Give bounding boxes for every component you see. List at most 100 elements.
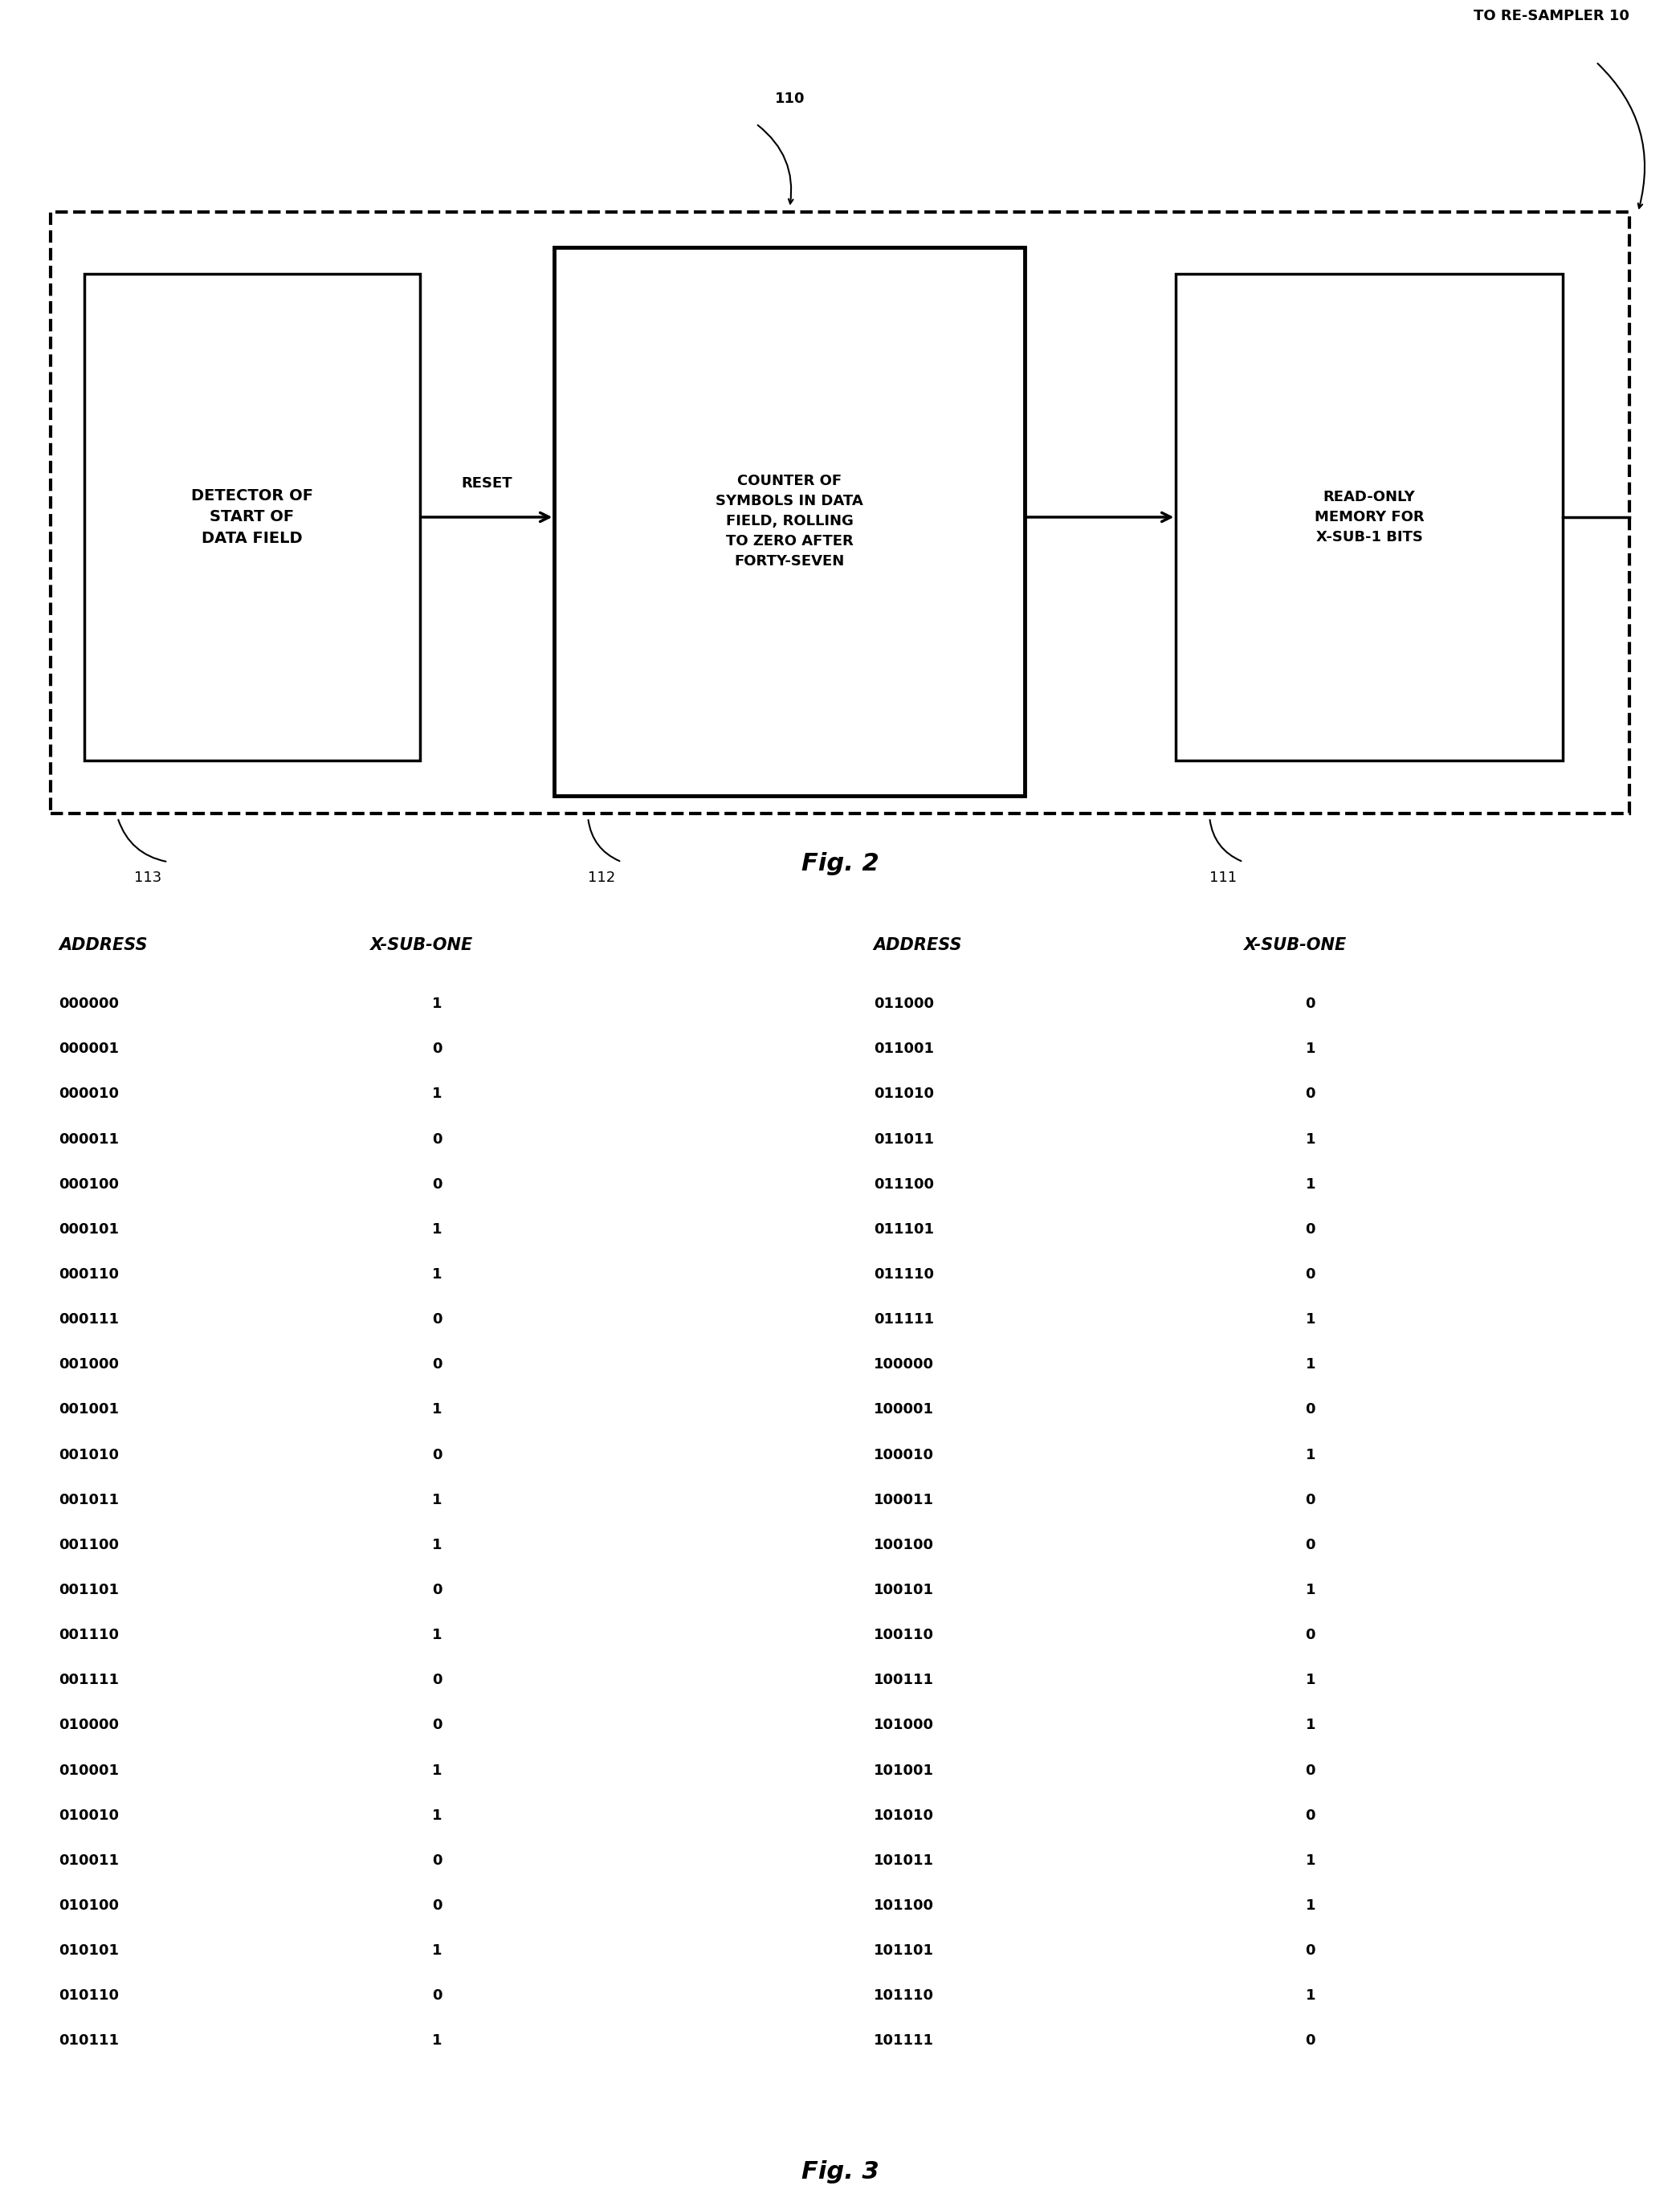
Text: 001011: 001011 xyxy=(59,1492,119,1507)
Text: 001111: 001111 xyxy=(59,1673,119,1688)
Text: 101111: 101111 xyxy=(874,2033,934,2049)
Text: 0: 0 xyxy=(1305,1538,1315,1551)
Text: 0: 0 xyxy=(1305,1087,1315,1101)
Text: 001000: 001000 xyxy=(59,1357,119,1372)
Text: 0: 0 xyxy=(432,1132,442,1147)
Text: READ-ONLY
MEMORY FOR
X-SUB-1 BITS: READ-ONLY MEMORY FOR X-SUB-1 BITS xyxy=(1314,491,1425,544)
Text: 010010: 010010 xyxy=(59,1808,119,1823)
Text: 011010: 011010 xyxy=(874,1087,934,1101)
Text: 112: 112 xyxy=(588,871,615,886)
Text: DETECTOR OF
START OF
DATA FIELD: DETECTOR OF START OF DATA FIELD xyxy=(192,488,312,546)
Text: 100010: 100010 xyxy=(874,1448,934,1463)
Text: 0: 0 xyxy=(1305,1764,1315,1777)
Text: 1: 1 xyxy=(1305,1673,1315,1688)
Text: 0: 0 xyxy=(432,1717,442,1733)
Text: 011001: 011001 xyxy=(874,1041,934,1056)
Text: 011000: 011000 xyxy=(874,997,934,1012)
Text: 011101: 011101 xyxy=(874,1222,934,1238)
Text: 111: 111 xyxy=(1210,871,1236,886)
Text: 000110: 000110 xyxy=(59,1266,119,1282)
Text: 1: 1 xyxy=(1305,1989,1315,2002)
Bar xyxy=(1176,274,1562,760)
Text: 1: 1 xyxy=(432,1629,442,1642)
Text: 1: 1 xyxy=(432,1538,442,1551)
Text: 010111: 010111 xyxy=(59,2033,119,2049)
Text: 1: 1 xyxy=(432,1764,442,1777)
Text: 0: 0 xyxy=(1305,997,1315,1012)
Text: 0: 0 xyxy=(1305,2033,1315,2049)
Text: 0: 0 xyxy=(1305,1808,1315,1823)
Text: 0: 0 xyxy=(432,1673,442,1688)
Text: 100100: 100100 xyxy=(874,1538,934,1551)
Text: TO RE-SAMPLER 10: TO RE-SAMPLER 10 xyxy=(1473,9,1630,24)
Text: X-SUB-ONE: X-SUB-ONE xyxy=(370,937,472,953)
Text: 1: 1 xyxy=(1305,1854,1315,1867)
Text: 0: 0 xyxy=(1305,1629,1315,1642)
Text: 010001: 010001 xyxy=(59,1764,119,1777)
Text: 1: 1 xyxy=(432,1492,442,1507)
Text: RESET: RESET xyxy=(462,475,512,491)
Text: 110: 110 xyxy=(774,91,805,106)
Text: ADDRESS: ADDRESS xyxy=(59,937,148,953)
Text: 010100: 010100 xyxy=(59,1898,119,1914)
Text: 001100: 001100 xyxy=(59,1538,119,1551)
Text: 001110: 001110 xyxy=(59,1629,119,1642)
Text: 1: 1 xyxy=(1305,1898,1315,1914)
Text: 011100: 011100 xyxy=(874,1178,934,1191)
Text: 100101: 100101 xyxy=(874,1582,934,1598)
Text: X-SUB-ONE: X-SUB-ONE xyxy=(1243,937,1346,953)
Text: 0: 0 xyxy=(432,1854,442,1867)
Text: 0: 0 xyxy=(432,1313,442,1326)
Text: 101011: 101011 xyxy=(874,1854,934,1867)
Text: 0: 0 xyxy=(432,1178,442,1191)
Text: 1: 1 xyxy=(1305,1132,1315,1147)
Text: 101001: 101001 xyxy=(874,1764,934,1777)
Text: 1: 1 xyxy=(1305,1041,1315,1056)
Text: 100110: 100110 xyxy=(874,1629,934,1642)
Text: 000111: 000111 xyxy=(59,1313,119,1326)
Text: 101110: 101110 xyxy=(874,1989,934,2002)
Text: 000001: 000001 xyxy=(59,1041,119,1056)
Text: 010110: 010110 xyxy=(59,1989,119,2002)
Text: 1: 1 xyxy=(432,1403,442,1417)
Text: 0: 0 xyxy=(432,1898,442,1914)
Text: 1: 1 xyxy=(432,1808,442,1823)
Text: 1: 1 xyxy=(1305,1717,1315,1733)
Text: 000000: 000000 xyxy=(59,997,119,1012)
Text: 0: 0 xyxy=(1305,1492,1315,1507)
Text: 1: 1 xyxy=(1305,1178,1315,1191)
Text: 1: 1 xyxy=(1305,1448,1315,1463)
Text: 1: 1 xyxy=(432,997,442,1012)
Bar xyxy=(84,274,420,760)
Text: 1: 1 xyxy=(432,2033,442,2049)
Text: 1: 1 xyxy=(432,1222,442,1238)
Text: 001101: 001101 xyxy=(59,1582,119,1598)
Text: 101101: 101101 xyxy=(874,1943,934,1958)
Text: 0: 0 xyxy=(1305,1403,1315,1417)
Text: 101010: 101010 xyxy=(874,1808,934,1823)
Text: 010101: 010101 xyxy=(59,1943,119,1958)
Text: 001010: 001010 xyxy=(59,1448,119,1463)
Text: COUNTER OF
SYMBOLS IN DATA
FIELD, ROLLING
TO ZERO AFTER
FORTY-SEVEN: COUNTER OF SYMBOLS IN DATA FIELD, ROLLIN… xyxy=(716,475,864,568)
Text: 1: 1 xyxy=(432,1943,442,1958)
Bar xyxy=(50,212,1630,813)
Text: 100111: 100111 xyxy=(874,1673,934,1688)
Text: 0: 0 xyxy=(432,1989,442,2002)
Text: 1: 1 xyxy=(1305,1357,1315,1372)
Text: 011011: 011011 xyxy=(874,1132,934,1147)
Text: ADDRESS: ADDRESS xyxy=(874,937,963,953)
Text: 000010: 000010 xyxy=(59,1087,119,1101)
Text: 001001: 001001 xyxy=(59,1403,119,1417)
Text: 010011: 010011 xyxy=(59,1854,119,1867)
Text: 100001: 100001 xyxy=(874,1403,934,1417)
Text: 0: 0 xyxy=(432,1582,442,1598)
Text: Fig. 3: Fig. 3 xyxy=(801,2159,879,2183)
Text: 0: 0 xyxy=(1305,1222,1315,1238)
Bar xyxy=(554,248,1025,796)
Text: 1: 1 xyxy=(432,1266,442,1282)
Text: Fig. 2: Fig. 2 xyxy=(801,851,879,875)
Text: 0: 0 xyxy=(432,1357,442,1372)
Text: 0: 0 xyxy=(1305,1266,1315,1282)
Text: 101100: 101100 xyxy=(874,1898,934,1914)
Text: 0: 0 xyxy=(432,1041,442,1056)
